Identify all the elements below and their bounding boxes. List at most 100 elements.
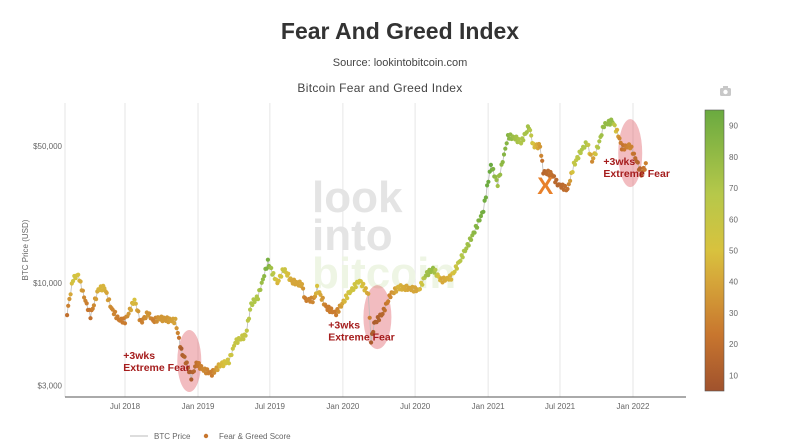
fear-greed-point: [269, 265, 274, 271]
fear-greed-point: [380, 311, 385, 317]
fear-greed-point: [172, 321, 177, 326]
fear-greed-point: [524, 130, 529, 135]
fear-greed-point: [248, 307, 253, 312]
fear-greed-point: [528, 128, 533, 133]
fear-greed-point: [588, 152, 593, 157]
fear-greed-point: [226, 361, 232, 366]
fear-greed-point: [478, 214, 483, 219]
fear-greed-point: [635, 160, 640, 165]
fear-greed-point: [376, 318, 382, 323]
fear-greed-point: [466, 243, 471, 248]
fear-greed-point: [629, 144, 634, 149]
fear-greed-point: [539, 153, 544, 158]
colorbar-tick-label: 60: [729, 215, 738, 224]
fear-greed-point: [388, 295, 393, 300]
fear-greed-point: [353, 285, 358, 290]
fear-greed-point: [358, 279, 363, 284]
fear-greed-point: [420, 282, 425, 287]
fear-greed-point: [643, 161, 648, 166]
fear-greed-point: [65, 313, 70, 318]
fear-greed-point: [345, 296, 350, 301]
fear-greed-point: [258, 287, 263, 292]
watermark-look: look: [312, 173, 403, 222]
fear-greed-point: [84, 301, 89, 306]
x-tick-label: Jan 2022: [617, 402, 650, 411]
annotation-line: +3wks: [123, 350, 155, 362]
fear-greed-point: [582, 145, 587, 150]
fear-greed-point: [246, 316, 252, 321]
fear-greed-point: [469, 237, 474, 242]
colorbar-tick-label: 20: [729, 340, 738, 349]
colorbar-tick-label: 50: [729, 247, 738, 256]
fear-greed-point: [128, 308, 134, 313]
legend: BTC Price Fear & Greed Score: [130, 432, 291, 441]
page-title: Fear And Greed Index: [280, 18, 520, 44]
fear-greed-point: [276, 278, 281, 283]
fear-greed-point: [554, 177, 559, 182]
fear-greed-point: [286, 271, 291, 276]
fear-greed-point: [371, 329, 376, 335]
legend-fear-greed[interactable]: Fear & Greed Score: [219, 432, 291, 441]
fear-greed-point: [68, 292, 73, 297]
fear-greed-point: [82, 295, 87, 300]
camera-icon[interactable]: [720, 86, 731, 96]
fear-greed-point: [483, 195, 488, 200]
annotation-line: +3wks: [603, 156, 635, 168]
fear-greed-point: [631, 151, 637, 156]
fear-greed-point: [488, 162, 493, 167]
colorbar-tick-label: 30: [729, 309, 738, 318]
fear-greed-point: [449, 277, 454, 282]
fear-greed-point: [299, 282, 305, 287]
fear-greed-point: [107, 297, 112, 302]
fear-greed-point: [633, 156, 638, 161]
x-mark-annotation: X: [537, 173, 553, 200]
fear-greed-point: [336, 309, 341, 314]
fear-greed-point: [521, 138, 526, 143]
legend-dot-swatch: [203, 433, 209, 439]
fear-greed-point: [386, 299, 391, 304]
fear-greed-point: [67, 296, 72, 302]
fear-greed-point: [417, 287, 422, 292]
fear-greed-point: [175, 330, 180, 336]
fear-greed-point: [136, 309, 141, 314]
x-tick-label: Jan 2021: [472, 402, 505, 411]
fear-greed-point: [617, 136, 622, 141]
fear-greed-point: [179, 346, 184, 351]
fear-greed-point: [638, 166, 643, 171]
fear-greed-point: [147, 311, 152, 316]
fear-greed-point: [568, 178, 573, 183]
extreme-fear-highlight: [618, 119, 643, 188]
watermark: look into bitcoin: [312, 173, 456, 298]
annotation-line: Extreme Fear: [328, 331, 395, 343]
fear-greed-point: [185, 365, 190, 370]
fear-greed-point: [320, 295, 325, 300]
annotation-line: Extreme Fear: [603, 168, 670, 180]
fear-greed-point: [578, 150, 583, 156]
x-tick-label: Jul 2021: [545, 402, 576, 411]
source-text: Source: lookintobitcoin.com: [332, 57, 468, 69]
colorbar-tick-label: 10: [729, 371, 738, 380]
fear-greed-point: [115, 314, 120, 319]
legend-btc-price[interactable]: BTC Price: [154, 432, 191, 441]
fear-greed-point: [70, 279, 76, 284]
fear-greed-point: [154, 319, 159, 324]
colorbar-tick-label: 80: [729, 153, 738, 162]
fear-greed-point: [394, 289, 399, 294]
fear-greed-point: [599, 133, 604, 138]
fear-greed-point: [538, 144, 543, 149]
fear-greed-point: [140, 320, 145, 325]
fear-greed-point: [342, 299, 347, 304]
fear-greed-point: [225, 357, 230, 362]
x-tick-label: Jul 2018: [110, 402, 141, 411]
fear-greed-point: [591, 156, 596, 161]
fear-greed-point: [265, 257, 270, 262]
y-tick-label: $50,000: [33, 142, 62, 151]
fear-greed-point: [382, 308, 387, 313]
fear-greed-point: [576, 156, 581, 161]
fear-greed-point: [91, 303, 96, 308]
fear-greed-point: [486, 179, 491, 184]
fear-greed-point: [176, 335, 182, 340]
fear-greed-point: [205, 367, 210, 372]
